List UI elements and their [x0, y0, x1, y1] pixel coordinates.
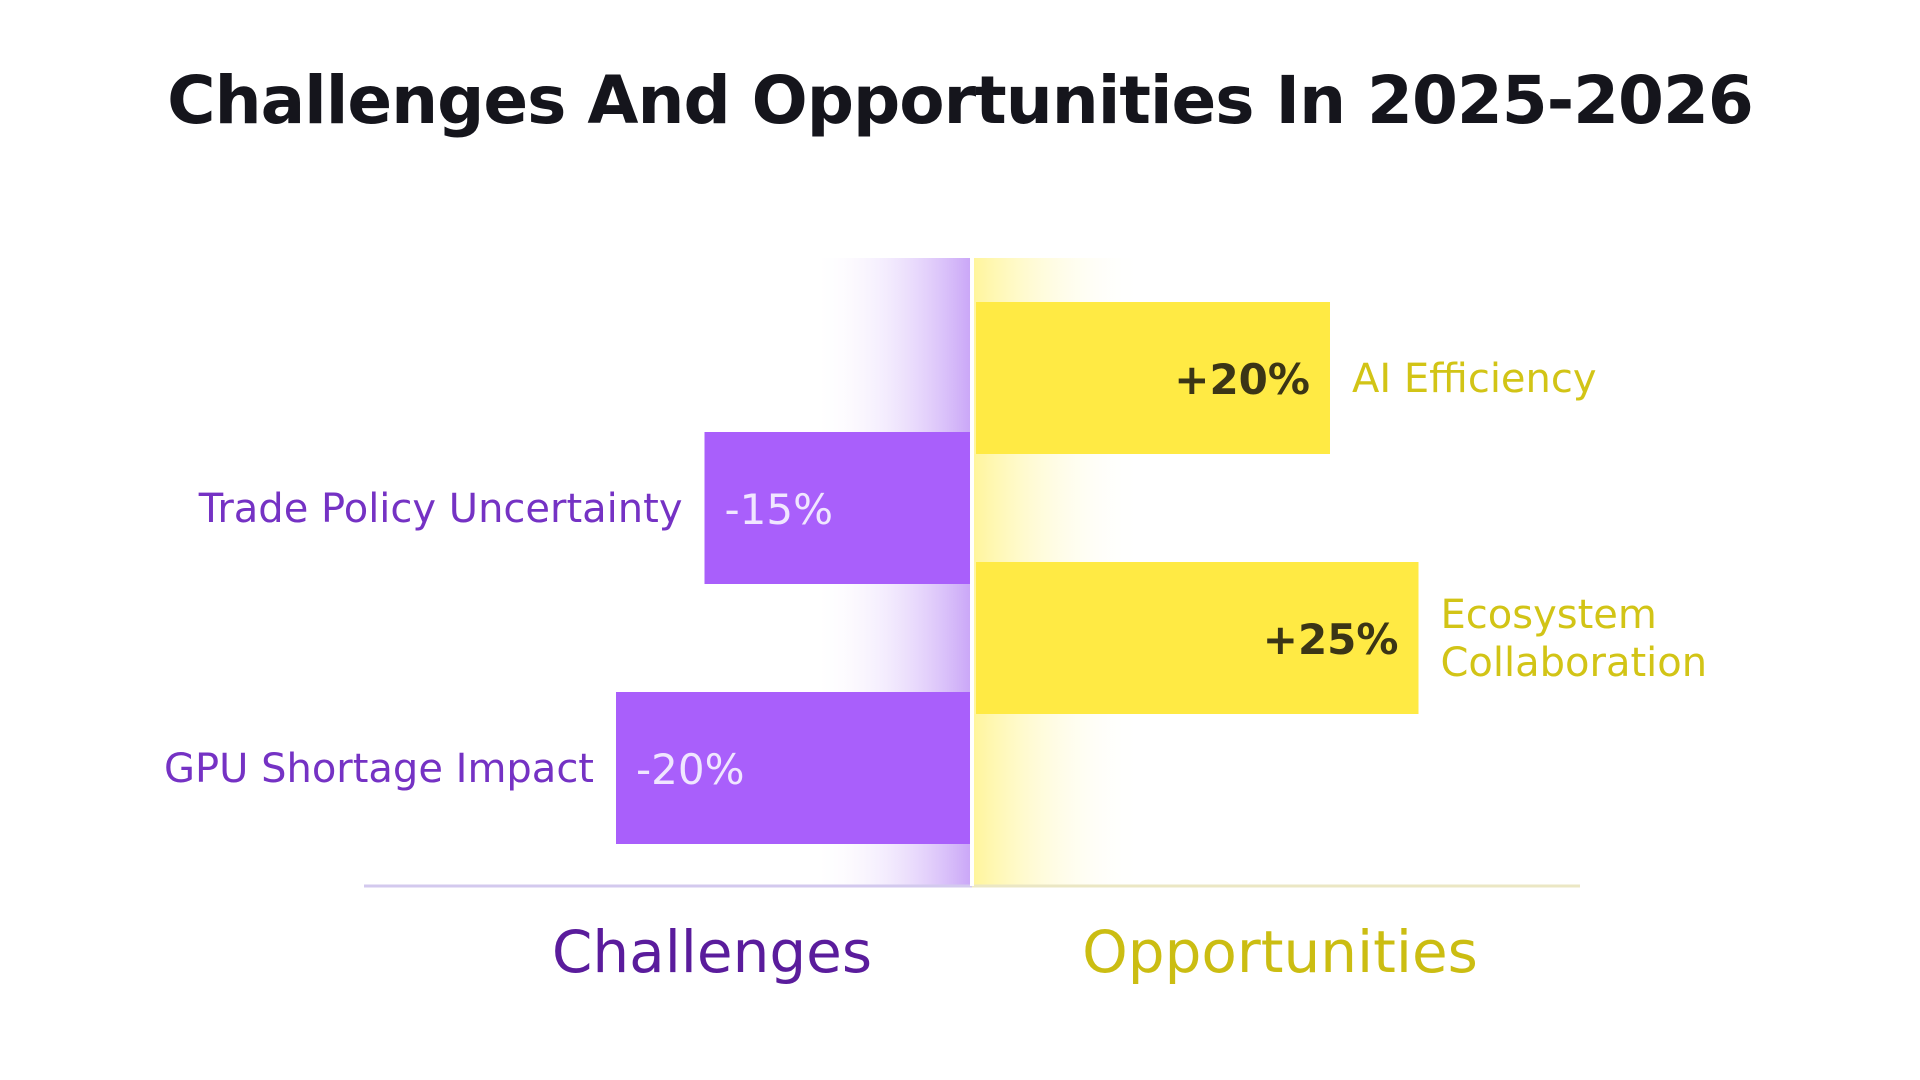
category-label-ai-efficiency: AI Efficiency: [1352, 356, 1597, 402]
opportunities-axis-label: Opportunities: [1082, 918, 1478, 986]
bar-gpu-shortage-impact: [616, 692, 970, 844]
category-label-ecosystem-collaboration: Ecosystem Collaboration: [1441, 592, 1708, 686]
challenges-axis-label: Challenges: [551, 918, 873, 986]
category-label-line: Trade Policy Uncertainty: [198, 486, 683, 532]
value-label-gpu-shortage-impact: -20%: [636, 745, 745, 794]
value-label-ai-efficiency: +20%: [1174, 355, 1310, 404]
chart-title: Challenges And Opportunities In 2025-202…: [167, 62, 1754, 139]
category-label-gpu-shortage-impact: GPU Shortage Impact: [164, 746, 594, 792]
category-label-trade-policy-uncertainty: Trade Policy Uncertainty: [198, 486, 683, 532]
category-label-line: Ecosystem: [1441, 592, 1657, 638]
bar-ecosystem-collaboration: [976, 562, 1419, 714]
value-label-ecosystem-collaboration: +25%: [1263, 615, 1399, 664]
category-label-line: AI Efficiency: [1352, 356, 1597, 402]
bar-ai-efficiency: [976, 302, 1330, 454]
category-label-line: GPU Shortage Impact: [164, 746, 594, 792]
bar-trade-policy-uncertainty: [704, 432, 970, 584]
category-label-line: Collaboration: [1441, 640, 1708, 686]
value-label-trade-policy-uncertainty: -15%: [725, 485, 834, 534]
